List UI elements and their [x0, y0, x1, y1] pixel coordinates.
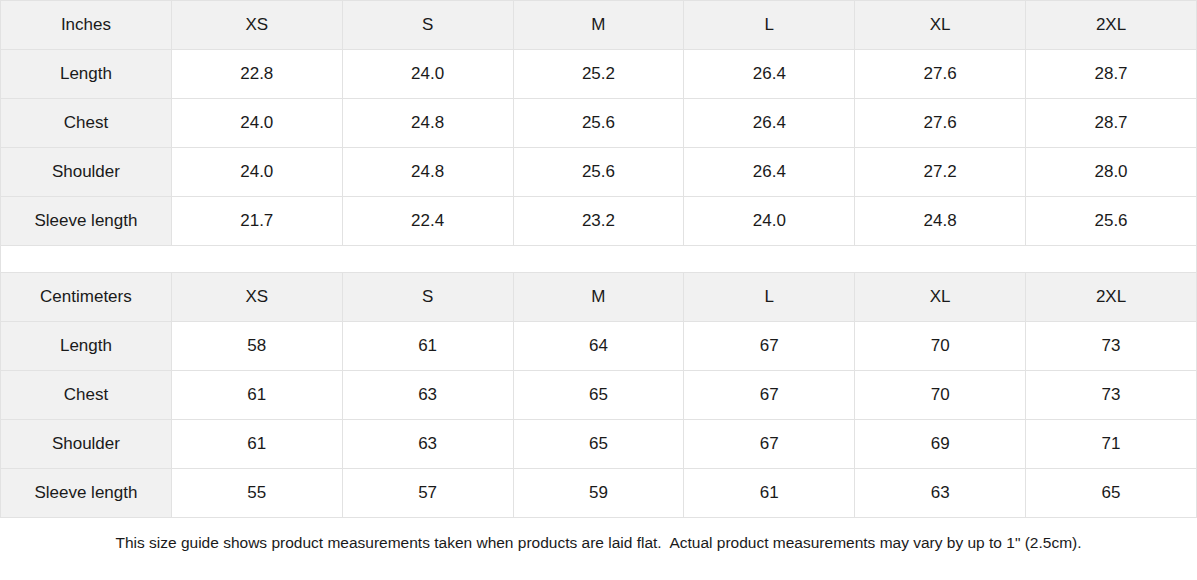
section-spacer	[1, 246, 1197, 273]
value-cell: 67	[684, 322, 855, 371]
size-header-cell: S	[342, 1, 513, 50]
value-cell: 61	[684, 469, 855, 518]
value-cell: 28.0	[1026, 148, 1197, 197]
size-header-cell: XS	[171, 1, 342, 50]
value-cell: 65	[1026, 469, 1197, 518]
value-cell: 27.2	[855, 148, 1026, 197]
row-label-cell: Length	[1, 322, 172, 371]
size-header-cell: XS	[171, 273, 342, 322]
row-label-cell: Length	[1, 50, 172, 99]
size-guide-body: InchesXSSMLXL2XLLength22.824.025.226.427…	[1, 1, 1197, 518]
value-cell: 24.8	[855, 197, 1026, 246]
value-cell: 22.8	[171, 50, 342, 99]
value-cell: 23.2	[513, 197, 684, 246]
table-row: Chest616365677073	[1, 371, 1197, 420]
value-cell: 73	[1026, 371, 1197, 420]
value-cell: 25.6	[1026, 197, 1197, 246]
value-cell: 61	[171, 420, 342, 469]
value-cell: 26.4	[684, 50, 855, 99]
size-header-row: CentimetersXSSMLXL2XL	[1, 273, 1197, 322]
value-cell: 67	[684, 371, 855, 420]
value-cell: 28.7	[1026, 99, 1197, 148]
value-cell: 58	[171, 322, 342, 371]
value-cell: 55	[171, 469, 342, 518]
table-row: Chest24.024.825.626.427.628.7	[1, 99, 1197, 148]
row-label-cell: Sleeve length	[1, 197, 172, 246]
value-cell: 64	[513, 322, 684, 371]
value-cell: 24.0	[171, 99, 342, 148]
size-header-cell: 2XL	[1026, 273, 1197, 322]
value-cell: 63	[855, 469, 1026, 518]
value-cell: 61	[342, 322, 513, 371]
size-header-cell: M	[513, 273, 684, 322]
size-header-cell: S	[342, 273, 513, 322]
value-cell: 26.4	[684, 148, 855, 197]
table-row: Length22.824.025.226.427.628.7	[1, 50, 1197, 99]
value-cell: 65	[513, 371, 684, 420]
value-cell: 69	[855, 420, 1026, 469]
spacer-cell	[1, 246, 1197, 273]
table-row: Sleeve length21.722.423.224.024.825.6	[1, 197, 1197, 246]
value-cell: 22.4	[342, 197, 513, 246]
value-cell: 27.6	[855, 99, 1026, 148]
value-cell: 25.2	[513, 50, 684, 99]
value-cell: 61	[171, 371, 342, 420]
unit-header-cell: Inches	[1, 1, 172, 50]
value-cell: 26.4	[684, 99, 855, 148]
value-cell: 65	[513, 420, 684, 469]
size-guide-table: InchesXSSMLXL2XLLength22.824.025.226.427…	[0, 0, 1197, 518]
row-label-cell: Shoulder	[1, 148, 172, 197]
value-cell: 24.0	[171, 148, 342, 197]
value-cell: 21.7	[171, 197, 342, 246]
value-cell: 24.8	[342, 99, 513, 148]
value-cell: 67	[684, 420, 855, 469]
value-cell: 70	[855, 371, 1026, 420]
value-cell: 27.6	[855, 50, 1026, 99]
value-cell: 25.6	[513, 99, 684, 148]
table-row: Shoulder24.024.825.626.427.228.0	[1, 148, 1197, 197]
size-guide-page: InchesXSSMLXL2XLLength22.824.025.226.427…	[0, 0, 1197, 580]
size-guide-footnote: This size guide shows product measuremen…	[0, 518, 1197, 568]
size-header-cell: 2XL	[1026, 1, 1197, 50]
value-cell: 24.0	[684, 197, 855, 246]
value-cell: 28.7	[1026, 50, 1197, 99]
unit-header-cell: Centimeters	[1, 273, 172, 322]
size-header-cell: L	[684, 273, 855, 322]
size-header-cell: XL	[855, 273, 1026, 322]
value-cell: 57	[342, 469, 513, 518]
value-cell: 63	[342, 371, 513, 420]
size-header-cell: M	[513, 1, 684, 50]
row-label-cell: Chest	[1, 371, 172, 420]
table-row: Sleeve length555759616365	[1, 469, 1197, 518]
value-cell: 24.8	[342, 148, 513, 197]
table-row: Shoulder616365676971	[1, 420, 1197, 469]
value-cell: 63	[342, 420, 513, 469]
value-cell: 70	[855, 322, 1026, 371]
size-header-cell: XL	[855, 1, 1026, 50]
table-row: Length586164677073	[1, 322, 1197, 371]
row-label-cell: Sleeve length	[1, 469, 172, 518]
size-header-cell: L	[684, 1, 855, 50]
value-cell: 24.0	[342, 50, 513, 99]
value-cell: 25.6	[513, 148, 684, 197]
value-cell: 71	[1026, 420, 1197, 469]
value-cell: 59	[513, 469, 684, 518]
size-header-row: InchesXSSMLXL2XL	[1, 1, 1197, 50]
row-label-cell: Shoulder	[1, 420, 172, 469]
row-label-cell: Chest	[1, 99, 172, 148]
value-cell: 73	[1026, 322, 1197, 371]
